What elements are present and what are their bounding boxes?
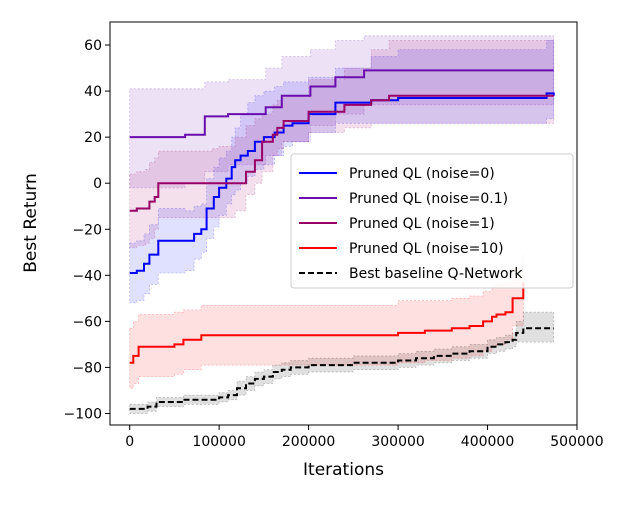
x-tick-label: 100000 bbox=[192, 434, 245, 450]
legend-label-pruned-ql-noise-0-1: Pruned QL (noise=0.1) bbox=[349, 191, 508, 207]
x-tick-label: 200000 bbox=[282, 434, 335, 450]
y-axis-title: Best Return bbox=[21, 173, 41, 272]
x-axis: 0 100000 200000 300000 400000 500000 bbox=[125, 425, 604, 450]
x-tick-label: 500000 bbox=[550, 434, 603, 450]
plot-frame bbox=[109, 21, 578, 426]
line-pruned-ql-noise-10 bbox=[129, 282, 525, 364]
y-tick-label: −40 bbox=[72, 268, 102, 284]
y-axis: −100 −80 −60 −40 −20 0 20 40 60 bbox=[64, 38, 110, 422]
x-tick-label: 0 bbox=[125, 434, 134, 450]
legend-label-best-baseline-q-network: Best baseline Q-Network bbox=[349, 266, 523, 282]
y-tick-label: 0 bbox=[93, 176, 102, 192]
line-pruned-ql-noise-1 bbox=[129, 94, 554, 212]
y-tick-label: −80 bbox=[72, 360, 102, 376]
legend-label-pruned-ql-noise-0: Pruned QL (noise=0) bbox=[349, 166, 495, 182]
y-tick-label: −20 bbox=[72, 222, 102, 238]
legend-label-pruned-ql-noise-10: Pruned QL (noise=10) bbox=[349, 241, 504, 257]
line-best-baseline-q-network bbox=[129, 327, 554, 410]
series-lines bbox=[129, 69, 555, 410]
y-tick-label: −60 bbox=[72, 314, 102, 330]
legend-label-pruned-ql-noise-1: Pruned QL (noise=1) bbox=[349, 216, 495, 232]
band-pruned-ql-noise-10 bbox=[129, 252, 524, 389]
y-tick-label: 20 bbox=[84, 130, 102, 146]
legend: Pruned QL (noise=0) Pruned QL (noise=0.1)… bbox=[290, 153, 574, 289]
y-tick-label: −100 bbox=[64, 406, 102, 422]
x-tick-label: 300000 bbox=[371, 434, 424, 450]
band-best-baseline-q-network bbox=[129, 311, 555, 414]
legend-frame bbox=[290, 153, 574, 289]
x-tick-label: 400000 bbox=[461, 434, 514, 450]
y-tick-label: 60 bbox=[84, 38, 102, 54]
x-axis-title: Iterations bbox=[303, 460, 384, 480]
band-pruned-ql-noise-0 bbox=[129, 40, 555, 304]
line-pruned-ql-noise-0-1 bbox=[129, 69, 554, 139]
y-tick-label: 40 bbox=[84, 84, 102, 100]
